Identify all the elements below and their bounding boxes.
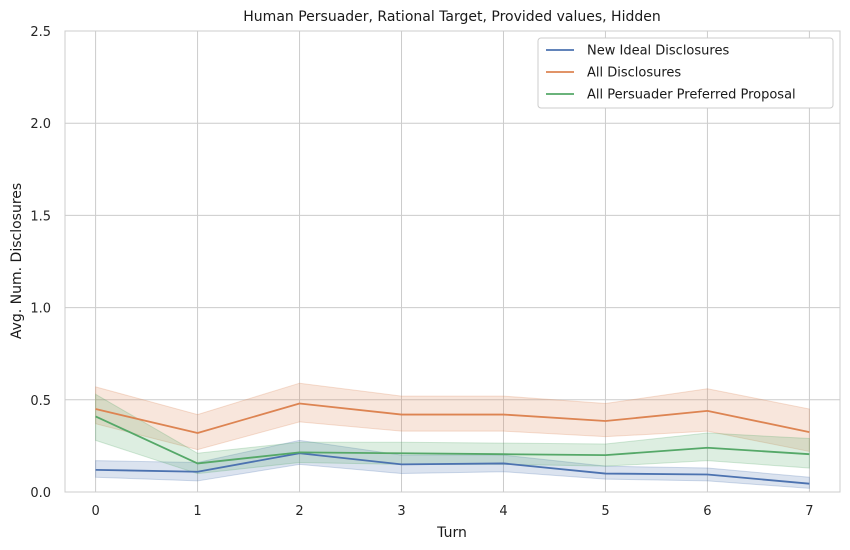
legend: New Ideal Disclosures All Disclosures All … [537, 37, 834, 109]
x-tick-label: 1 [193, 504, 201, 519]
x-axis-label: Turn [436, 525, 467, 541]
x-tick-label: 4 [499, 504, 507, 519]
x-tick-label: 5 [601, 504, 609, 519]
legend-label: All Persuader Preferred Proposal [587, 88, 796, 103]
x-tick-labels: 0 1 2 3 4 5 6 7 [91, 504, 813, 519]
series-line [95, 452, 810, 485]
legend-label: New Ideal Disclosures [587, 44, 729, 59]
y-tick-labels: 0.0 0.5 1.0 1.5 2.0 2.5 [30, 25, 51, 501]
y-axis-label: Avg. Num. Disclosures [9, 183, 25, 339]
y-tick-label: 1.0 [30, 302, 51, 317]
series-line [95, 415, 810, 465]
plot-frame [64, 30, 841, 493]
y-tick-label: 2.5 [30, 25, 51, 40]
series-line [95, 402, 810, 434]
series-lines [95, 402, 810, 485]
y-tick-label: 0.5 [30, 394, 51, 409]
y-tick-label: 0.0 [30, 486, 51, 501]
legend-label: All Disclosures [587, 66, 681, 81]
y-tick-label: 2.0 [30, 117, 51, 132]
x-tick-label: 0 [91, 504, 99, 519]
x-tick-label: 7 [805, 504, 813, 519]
chart-title: Human Persuader, Rational Target, Provid… [243, 9, 660, 25]
y-tick-label: 1.5 [30, 209, 51, 224]
confidence-bands [95, 382, 810, 489]
x-tick-label: 2 [295, 504, 303, 519]
confidence-band [95, 382, 810, 453]
x-tick-label: 6 [703, 504, 711, 519]
legend-box [537, 37, 834, 109]
x-tick-label: 3 [397, 504, 405, 519]
